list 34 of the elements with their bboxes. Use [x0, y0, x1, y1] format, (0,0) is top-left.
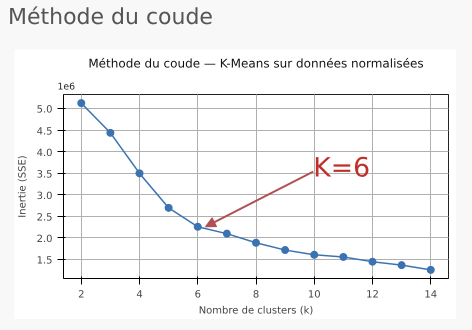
chart-title: Méthode du coude	[8, 4, 213, 32]
point	[310, 250, 318, 259]
point	[252, 238, 260, 247]
y-tick-label: 3.5	[36, 169, 53, 180]
point	[164, 204, 173, 212]
x-tick-label: 10	[308, 290, 321, 300]
y-tick-label: 1.5	[36, 256, 53, 267]
x-tick-label: 6	[194, 290, 201, 300]
x-tick-label: 4	[136, 290, 143, 300]
x-tick-label: 12	[366, 290, 379, 300]
y-tick-label: 4.5	[36, 126, 53, 138]
point	[194, 222, 202, 231]
point	[222, 230, 231, 238]
point	[426, 266, 435, 274]
point	[398, 261, 406, 270]
point	[368, 258, 376, 266]
x-tick-label: 14	[424, 290, 438, 300]
y-tick-label: 4.0	[36, 148, 53, 159]
annotation: K=6	[313, 152, 370, 184]
x-tick-label: 2	[78, 290, 84, 300]
x-axis-title: Nombre de clusters (k)	[198, 306, 314, 316]
point	[106, 128, 114, 137]
y-axis-title: Inertie (SSE)	[18, 155, 29, 218]
point	[281, 246, 290, 254]
x-tick-label: 8	[252, 290, 260, 300]
y-tick-label: 5.0	[36, 104, 53, 116]
chart-subtitle: Méthode du coude — K-Means sur données normalisées	[88, 56, 424, 70]
point	[77, 99, 86, 108]
y-tick-label: 2.0	[36, 234, 53, 245]
point	[339, 252, 348, 261]
text: 1e6	[58, 82, 76, 92]
y-tick-label: 2.5	[36, 212, 53, 224]
point	[136, 169, 144, 178]
y-tick-label: 3.0	[36, 190, 53, 202]
